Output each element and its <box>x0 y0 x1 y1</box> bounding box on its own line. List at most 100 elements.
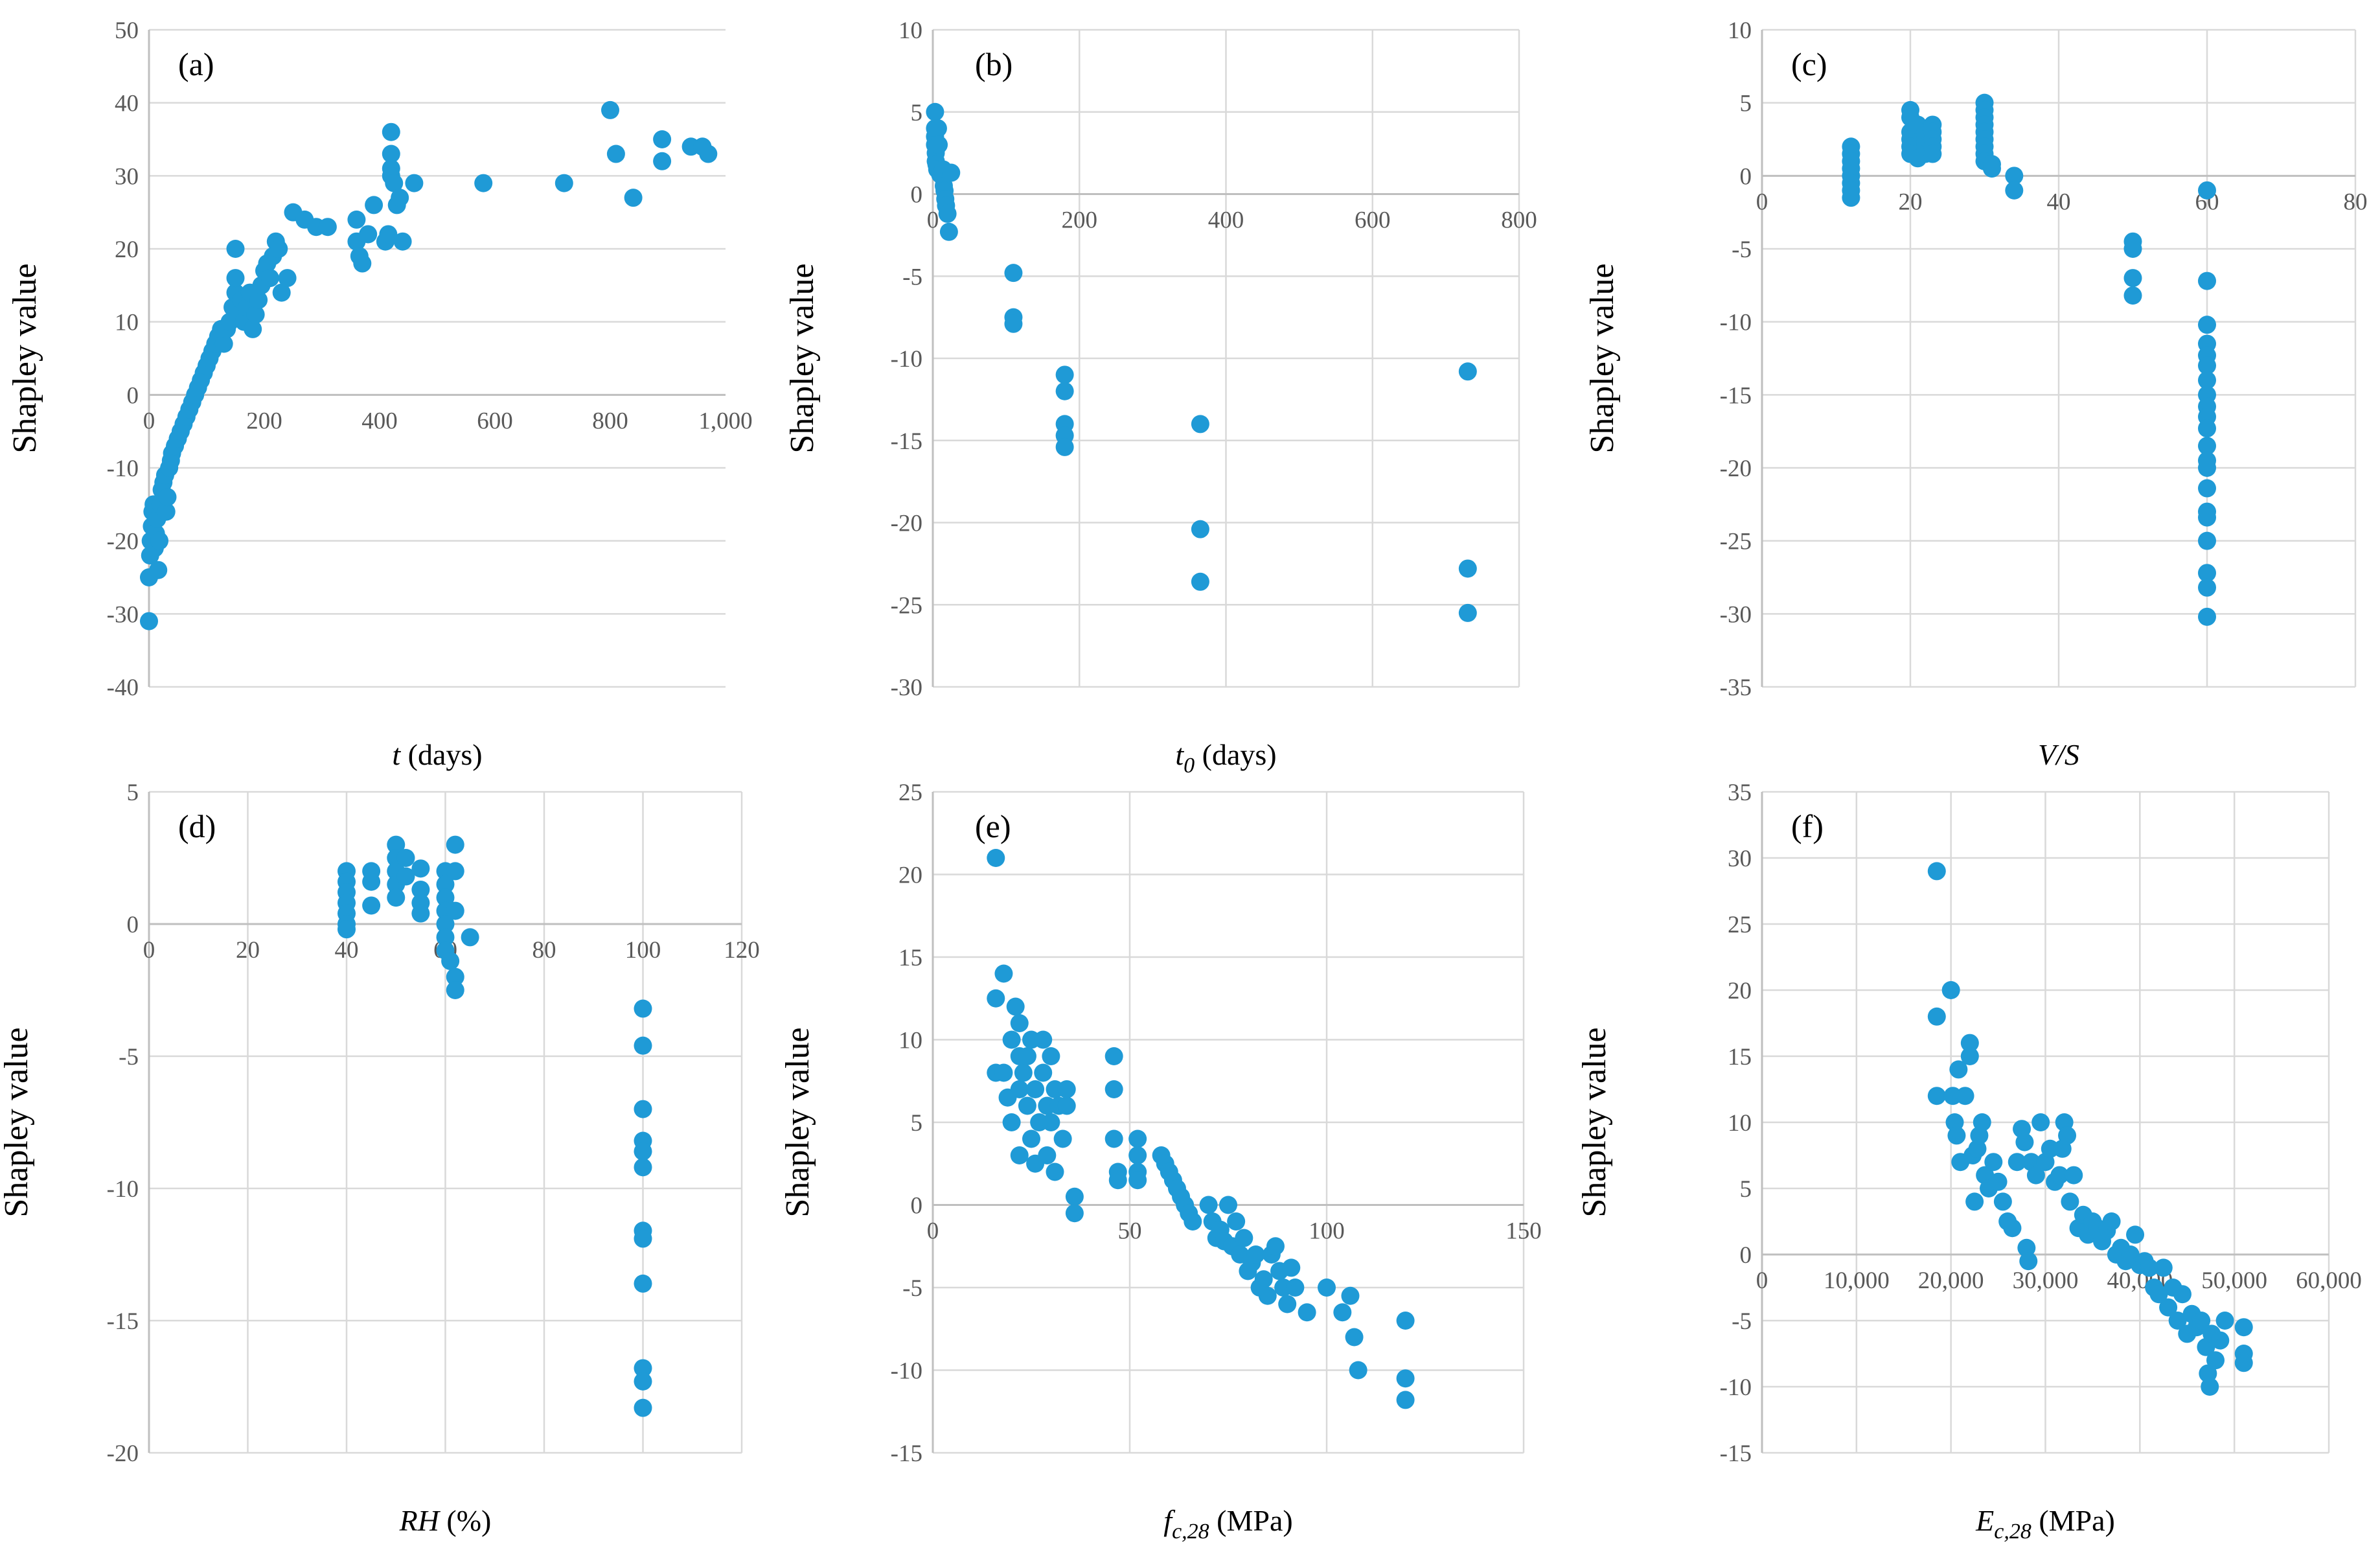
x-tick-label: 10,000 <box>1824 1267 1890 1294</box>
data-point <box>1258 1286 1277 1305</box>
x-tick-label: 0 <box>1756 189 1768 215</box>
data-point <box>1010 1014 1029 1032</box>
x-tick-label: 100 <box>625 937 661 964</box>
data-point <box>1968 1139 1987 1158</box>
data-point <box>1018 1047 1036 1065</box>
data-point <box>1046 1162 1064 1181</box>
data-point <box>1949 1060 1968 1079</box>
y-tick-label: 5 <box>127 780 139 806</box>
data-point <box>385 174 404 192</box>
y-tick-label: -15 <box>891 1440 922 1467</box>
x-tick-label: 400 <box>1208 207 1244 234</box>
data-point <box>1191 415 1209 434</box>
data-point <box>2058 1126 2077 1145</box>
y-axis-label: Shapley value <box>1584 263 1621 453</box>
y-tick-label: -10 <box>891 1358 922 1385</box>
x-tick-label: 0 <box>927 207 939 234</box>
data-point <box>436 928 455 947</box>
data-point <box>1184 1212 1202 1231</box>
x-tick-label: 60,000 <box>2296 1267 2362 1294</box>
y-axis-label: Shapley value <box>0 1027 35 1217</box>
data-point <box>1199 1196 1218 1214</box>
data-point <box>2015 1133 2034 1151</box>
data-point <box>2017 1238 2036 1257</box>
data-point <box>436 915 455 933</box>
y-tick-label: 5 <box>911 1110 923 1137</box>
y-tick-label: 0 <box>127 912 139 938</box>
data-point <box>2173 1285 2191 1304</box>
y-tick-label: 0 <box>1740 163 1752 190</box>
y-tick-label: 5 <box>1740 91 1752 117</box>
data-point <box>1108 1171 1127 1190</box>
panel-d: -20-15-10-505020406080100120Shapley valu… <box>0 780 760 1537</box>
data-point <box>606 145 625 163</box>
data-point <box>1018 1096 1036 1115</box>
data-point <box>269 240 288 258</box>
data-point <box>939 222 958 241</box>
data-point <box>396 867 415 886</box>
y-tick-label: 5 <box>911 100 923 126</box>
data-point <box>244 319 262 338</box>
data-point <box>379 225 398 244</box>
x-tick-label: 600 <box>477 408 513 434</box>
data-point <box>1282 1258 1301 1277</box>
data-point <box>226 269 245 288</box>
data-point <box>1956 1087 1974 1105</box>
x-tick-label: 80 <box>2344 189 2368 215</box>
data-point <box>2198 419 2216 438</box>
data-point <box>634 1100 652 1118</box>
y-tick-label: 30 <box>115 163 139 190</box>
y-tick-label: -5 <box>1732 1308 1752 1335</box>
data-point <box>1965 1192 1984 1211</box>
data-point <box>634 1036 652 1055</box>
data-point <box>446 981 464 999</box>
data-point <box>1055 365 1074 384</box>
data-point <box>260 269 279 288</box>
data-point <box>634 1229 652 1248</box>
y-tick-label: -5 <box>1732 237 1752 263</box>
data-point <box>1191 520 1209 538</box>
x-tick-label: 200 <box>246 408 282 434</box>
x-tick-label: 800 <box>592 408 628 434</box>
y-tick-label: 20 <box>1728 978 1752 1004</box>
y-tick-label: -5 <box>902 264 922 290</box>
data-point <box>987 849 1005 867</box>
y-tick-label: -30 <box>891 675 922 701</box>
data-point <box>382 122 400 141</box>
data-point <box>2206 1351 2225 1370</box>
data-point <box>2123 286 2142 305</box>
data-point <box>387 888 406 907</box>
x-tick-label: 20,000 <box>1918 1267 1984 1294</box>
x-tick-label: 20 <box>1899 189 1923 215</box>
data-point <box>1191 572 1209 591</box>
data-point <box>365 196 383 214</box>
data-point <box>1219 1196 1237 1214</box>
x-axis-label: V/S <box>2038 738 2079 771</box>
data-point <box>2198 607 2216 626</box>
y-tick-label: -40 <box>107 675 139 701</box>
data-point <box>2031 1113 2050 1131</box>
data-point <box>1042 1047 1060 1065</box>
data-point <box>2149 1285 2168 1304</box>
data-point <box>2126 1225 2145 1244</box>
x-tick-label: 100 <box>1309 1218 1345 1245</box>
data-point <box>391 189 409 207</box>
data-point <box>2159 1298 2178 1317</box>
data-point <box>446 901 464 920</box>
panel-label: (e) <box>975 808 1011 844</box>
y-tick-label: 5 <box>1740 1176 1752 1203</box>
x-tick-label: 50 <box>1118 1218 1142 1245</box>
y-axis-label: Shapley value <box>6 263 43 453</box>
data-point <box>1104 1129 1123 1148</box>
data-point <box>353 254 372 273</box>
data-point <box>1004 314 1023 333</box>
y-tick-label: -10 <box>1720 1374 1752 1401</box>
data-point <box>1341 1286 1360 1305</box>
data-point <box>1458 362 1477 381</box>
x-axis-label: Ec,28 (MPa) <box>1975 1504 2115 1544</box>
data-point <box>2123 269 2142 288</box>
x-tick-label: 0 <box>1756 1267 1768 1294</box>
y-tick-label: 10 <box>898 1028 922 1054</box>
y-tick-label: 15 <box>1728 1044 1752 1070</box>
